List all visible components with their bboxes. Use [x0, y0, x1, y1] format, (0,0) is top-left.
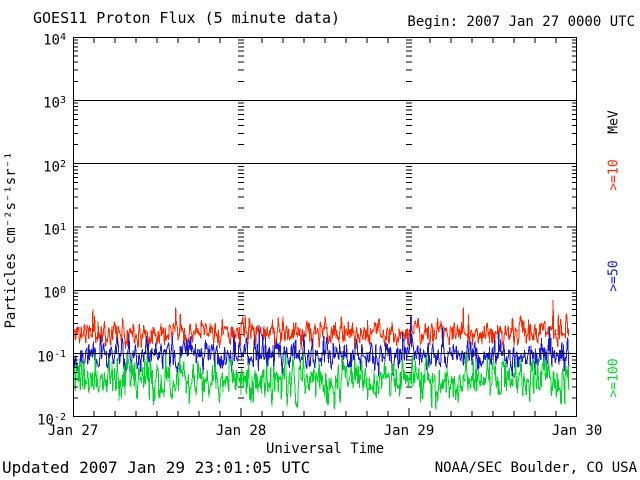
updated-timestamp: Updated 2007 Jan 29 23:01:05 UTC: [2, 458, 311, 477]
y-tick-1e1: 101: [43, 222, 66, 239]
legend-mev-unit-label: MeV: [606, 110, 622, 134]
credit-label: NOAA/SEC Boulder, CO USA: [434, 460, 637, 476]
legend-ge10-label: >=10: [606, 159, 622, 191]
x-axis-label: Universal Time: [265, 441, 385, 457]
legend-ge50-label: >=50: [606, 260, 622, 292]
proton-flux-plot: [73, 37, 577, 417]
y-tick-1e4: 104: [43, 32, 66, 49]
y-tick-1e-1: 10-1: [37, 349, 66, 366]
y-tick-1e0: 100: [43, 285, 66, 302]
y-tick-1e2: 102: [43, 159, 66, 176]
y-axis-label: Particles cm⁻²s⁻¹sr⁻¹: [3, 151, 19, 329]
x-tick-jan28: Jan 28: [215, 423, 267, 439]
x-tick-jan29: Jan 29: [383, 423, 435, 439]
chart-title: GOES11 Proton Flux (5 minute data): [33, 9, 341, 27]
legend-ge100-label: >=100: [606, 358, 622, 398]
y-tick-1e3: 103: [43, 95, 66, 112]
begin-time-label: Begin: 2007 Jan 27 0000 UTC: [407, 14, 635, 30]
x-tick-jan30: Jan 30: [551, 423, 603, 439]
x-tick-jan27: Jan 27: [47, 423, 99, 439]
y-tick-1e-2: 10-2: [37, 412, 66, 429]
